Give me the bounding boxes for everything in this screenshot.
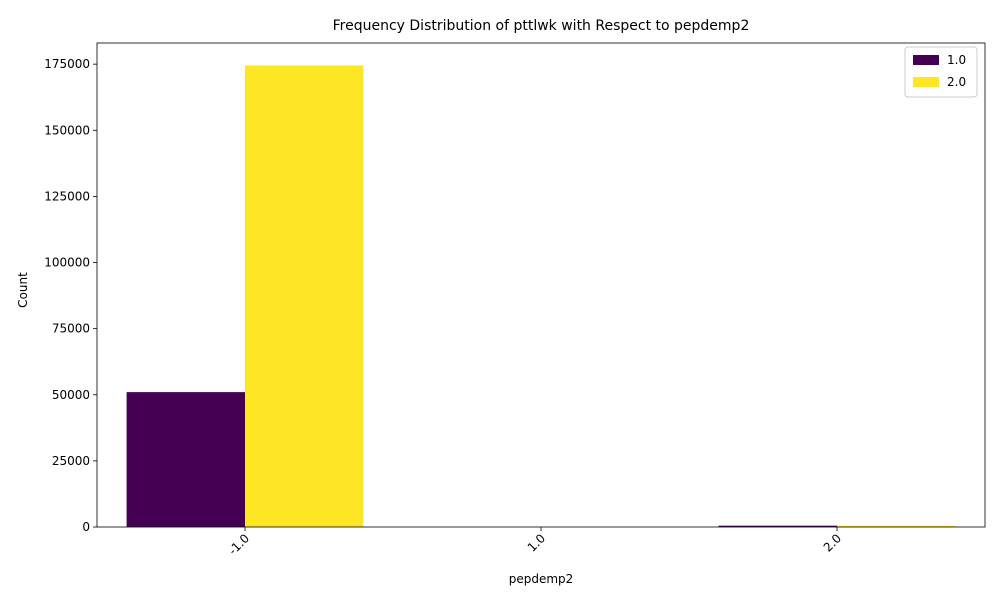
- legend-label-1.0: 1.0: [947, 53, 966, 67]
- x-axis-label: pepdemp2: [509, 572, 574, 586]
- legend-label-2.0: 2.0: [947, 75, 966, 89]
- y-tick-label: 100000: [44, 256, 90, 270]
- legend: 1.0 2.0: [904, 46, 978, 98]
- y-tick-label: 175000: [44, 57, 90, 71]
- legend-swatch-1.0: [913, 55, 939, 65]
- y-tick-label: 75000: [52, 322, 90, 336]
- bar-2.0-2.0: [837, 525, 956, 527]
- x-tick-label: 1.0: [525, 531, 548, 554]
- y-tick-label: 50000: [52, 388, 90, 402]
- legend-box: [904, 46, 978, 98]
- legend-swatch-2.0: [913, 77, 939, 87]
- y-axis-label: Count: [16, 272, 30, 308]
- chart-title: Frequency Distribution of pttlwk with Re…: [333, 18, 750, 34]
- plot-area: [96, 42, 986, 528]
- bar-2.0--1.0: [245, 65, 364, 528]
- y-tick-label: 25000: [52, 454, 90, 468]
- bar-1.0--1.0: [126, 392, 245, 527]
- y-tick-label: 125000: [44, 189, 90, 203]
- y-axis: 0 25000 50000 75000 100000 125000 150000 175000: [44, 57, 97, 534]
- bar-1.0-2.0: [718, 525, 837, 527]
- x-tick-label: -1.0: [226, 531, 252, 557]
- y-tick-label: 150000: [44, 123, 90, 137]
- x-axis: -1.0 1.0 2.0: [226, 527, 844, 558]
- x-tick-label: 2.0: [821, 531, 844, 554]
- y-tick-label: 0: [82, 520, 90, 534]
